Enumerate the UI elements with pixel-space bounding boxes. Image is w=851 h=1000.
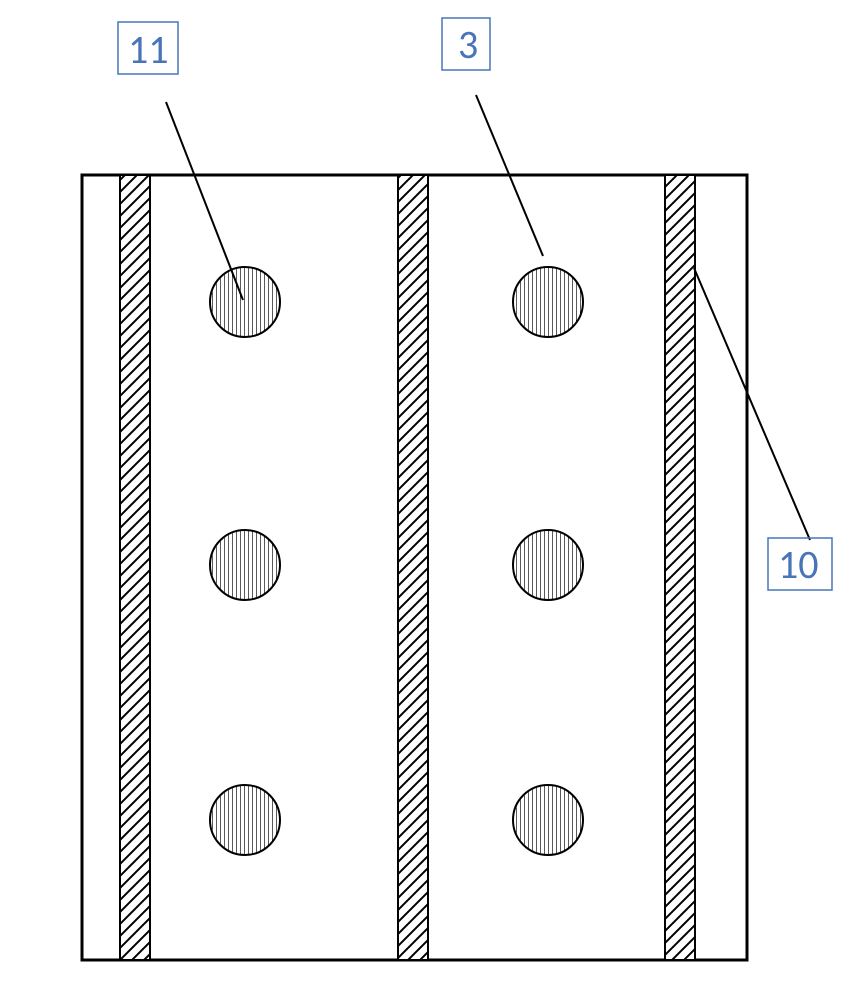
callout-label: 10 [778,540,819,589]
dot [210,785,280,855]
hatched-bar [665,175,695,960]
callout-label: 3 [458,20,478,69]
dot [513,785,583,855]
dot [210,530,280,600]
dot [513,530,583,600]
callout-label: 11 [128,25,169,74]
dot [513,267,583,337]
hatched-bar [120,175,150,960]
hatched-bar [398,175,428,960]
dot [210,267,280,337]
